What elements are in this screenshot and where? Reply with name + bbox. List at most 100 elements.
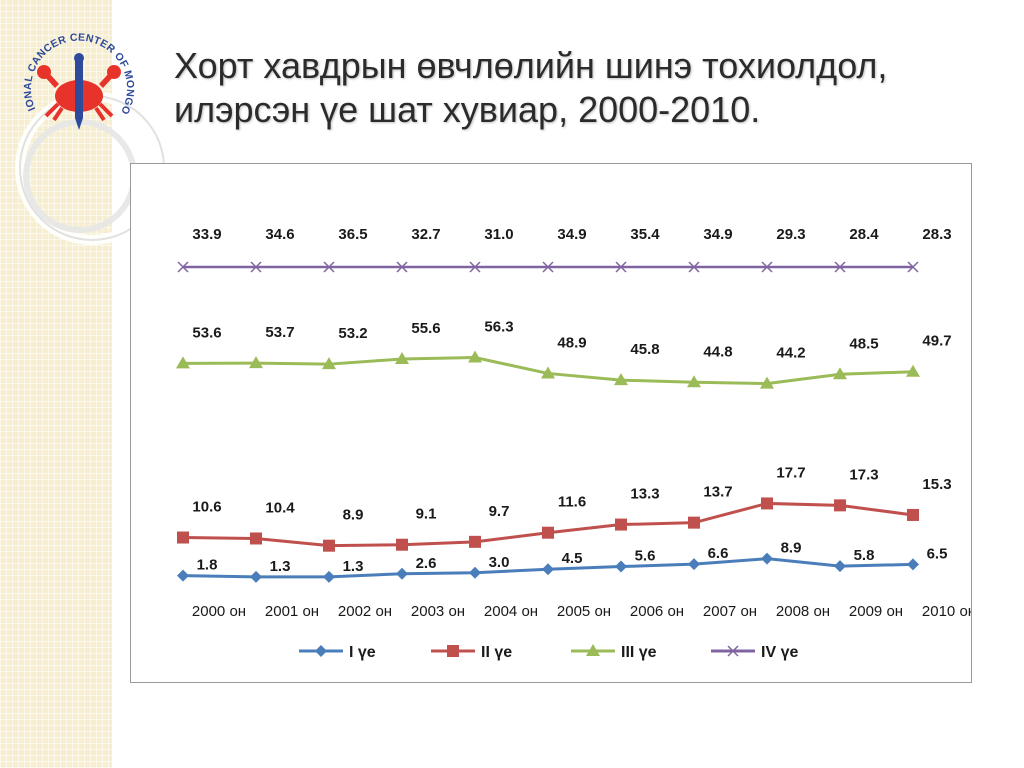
data-label: 28.4	[849, 226, 879, 243]
series-2-point-2	[323, 539, 335, 552]
data-label: 44.8	[703, 343, 732, 360]
series-2-point-6	[615, 518, 627, 531]
data-label: 17.7	[776, 464, 805, 481]
series-2-point-5	[542, 526, 554, 539]
series-2-point-9	[834, 499, 846, 512]
data-label: 48.9	[557, 334, 586, 351]
data-label: 55.6	[411, 320, 440, 337]
data-label: 6.5	[927, 545, 948, 562]
series-2-point-8	[761, 497, 773, 510]
series-3-point-2	[322, 357, 336, 370]
series-4-point-10	[907, 261, 919, 273]
series-4-point-4	[469, 261, 481, 273]
line-chart: 1.8 1.3 1.3 2.6 3.0 4.5 5.6 6.6 8.9 5.8 6.5 10.6 10.…	[176, 226, 971, 661]
data-label: 9.1	[416, 506, 437, 523]
series-1-point-7	[688, 558, 700, 571]
data-label: 4.5	[562, 550, 583, 567]
x-tick-label: 2008 он	[776, 603, 830, 620]
legend-marker-4	[727, 645, 739, 657]
series-4-point-6	[615, 261, 627, 273]
series-3-point-7	[687, 375, 701, 388]
data-label: 48.5	[849, 335, 878, 352]
series-3-point-4	[468, 350, 482, 363]
legend-label-4: IV үе	[761, 644, 798, 661]
data-label: 5.6	[635, 548, 656, 565]
data-label: 34.9	[557, 226, 586, 243]
series-1-point-8	[761, 552, 773, 565]
x-tick-label: 2000 он	[192, 603, 246, 620]
cancer-center-logo: NATIONAL CANCER CENTER OF MONGOLIA	[14, 18, 136, 130]
series-3-point-1	[249, 356, 263, 369]
series-4-point-8	[761, 261, 773, 273]
data-label: 8.9	[781, 540, 802, 557]
series-1-point-6	[615, 560, 627, 573]
x-tick-label: 2001 он	[265, 603, 319, 620]
series-2-point-10	[907, 508, 919, 521]
x-tick-label: 2003 он	[411, 603, 465, 620]
chart-area: 1.8 1.3 1.3 2.6 3.0 4.5 5.6 6.6 8.9 5.8 6.5 10.6 10.…	[130, 163, 972, 683]
series-1-point-3	[396, 567, 408, 580]
data-label: 44.2	[776, 345, 805, 362]
data-label: 13.3	[630, 486, 659, 503]
legend-marker-2	[447, 645, 459, 657]
data-label: 13.7	[703, 484, 732, 501]
data-label: 31.0	[484, 226, 513, 243]
series-2-point-7	[688, 516, 700, 529]
series-1-point-2	[323, 570, 335, 583]
data-label: 10.6	[192, 499, 221, 516]
data-label: 6.6	[708, 545, 729, 562]
slide-title: Хорт хавдрын өвчлөлийн шинэ тохиолдол, и…	[174, 44, 994, 132]
x-tick-label: 2010 он	[922, 603, 971, 620]
data-label: 5.8	[854, 547, 875, 564]
series-4-point-3	[396, 261, 408, 273]
data-label: 53.7	[265, 324, 294, 341]
data-label: 11.6	[558, 494, 586, 511]
series-2-point-3	[396, 538, 408, 551]
data-label: 34.6	[265, 226, 294, 243]
series-1-point-0	[177, 569, 189, 582]
legend-label-3: III үе	[621, 644, 657, 661]
data-label: 45.8	[630, 341, 659, 358]
slide-title-line-1: Хорт хавдрын өвчлөлийн шинэ тохиолдол,	[174, 45, 888, 86]
data-label: 29.3	[776, 226, 805, 243]
series-3-point-0	[176, 356, 190, 369]
series-2-point-1	[250, 532, 262, 545]
data-label: 1.3	[270, 558, 291, 575]
legend-marker-1	[315, 645, 327, 657]
series-2-point-0	[177, 531, 189, 544]
data-label: 3.0	[489, 554, 510, 571]
x-tick-label: 2002 он	[338, 603, 392, 620]
series-1-point-1	[250, 570, 262, 583]
series-4-point-5	[542, 261, 554, 273]
series-2-point-4	[469, 535, 481, 548]
series-1-point-9	[834, 560, 846, 573]
data-label: 56.3	[484, 319, 513, 336]
legend-label-2: II үе	[481, 644, 512, 661]
data-label: 1.3	[343, 558, 364, 575]
data-label: 34.9	[703, 226, 732, 243]
series-3-point-10	[906, 364, 920, 377]
series-3-point-8	[760, 376, 774, 389]
x-tick-label: 2005 он	[557, 603, 611, 620]
series-4-point-0	[177, 261, 189, 273]
series-1-point-10	[907, 558, 919, 571]
series-4-point-7	[688, 261, 700, 273]
series-3-point-3	[395, 352, 409, 365]
series-4-point-9	[834, 261, 846, 273]
x-tick-label: 2009 он	[849, 603, 903, 620]
data-label: 8.9	[343, 507, 364, 524]
slide-title-line-2: илэрсэн үе шат хувиар, 2000-2010.	[174, 89, 761, 130]
data-label: 2.6	[416, 555, 437, 572]
series-4-point-2	[323, 261, 335, 273]
data-label: 10.4	[265, 499, 295, 516]
data-label: 53.6	[192, 324, 221, 341]
series-1-point-5	[542, 563, 554, 576]
data-label: 36.5	[338, 226, 367, 243]
data-label: 1.8	[197, 557, 218, 574]
data-label: 35.4	[630, 226, 660, 243]
data-label: 49.7	[922, 333, 951, 350]
series-3-point-5	[541, 366, 555, 379]
legend-marker-3	[586, 644, 600, 656]
data-label: 15.3	[922, 476, 951, 493]
data-label: 53.2	[338, 325, 367, 342]
